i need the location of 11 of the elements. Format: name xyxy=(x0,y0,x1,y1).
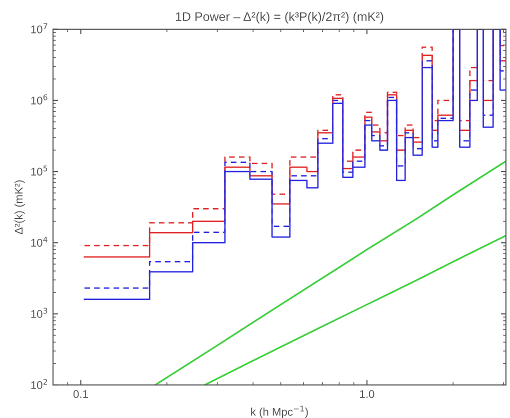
y-tick-label: 10$^{7}$ xyxy=(31,23,48,34)
y-tick-label: 10$^{6}$ xyxy=(31,94,48,104)
y-tick-label: 10$^{3}$ xyxy=(31,308,48,318)
chart-title: 1D Power – Δ²(k) = (k³P(k)/2π²) (mK²) xyxy=(176,12,384,24)
y-tick-label: 10$^{5}$ xyxy=(31,166,48,176)
y-tick-label: 10$^{4}$ xyxy=(31,236,48,247)
y-tick-label: 10$^{2}$ xyxy=(31,378,48,390)
x-tick-label: 1.0 xyxy=(360,390,374,398)
y-axis-title: Δ²(k) (mK²) xyxy=(14,180,25,234)
x-tick-label: 0.1 xyxy=(73,390,88,398)
x-axis-title: k (h Mpc$^{−1}$) xyxy=(251,406,308,418)
